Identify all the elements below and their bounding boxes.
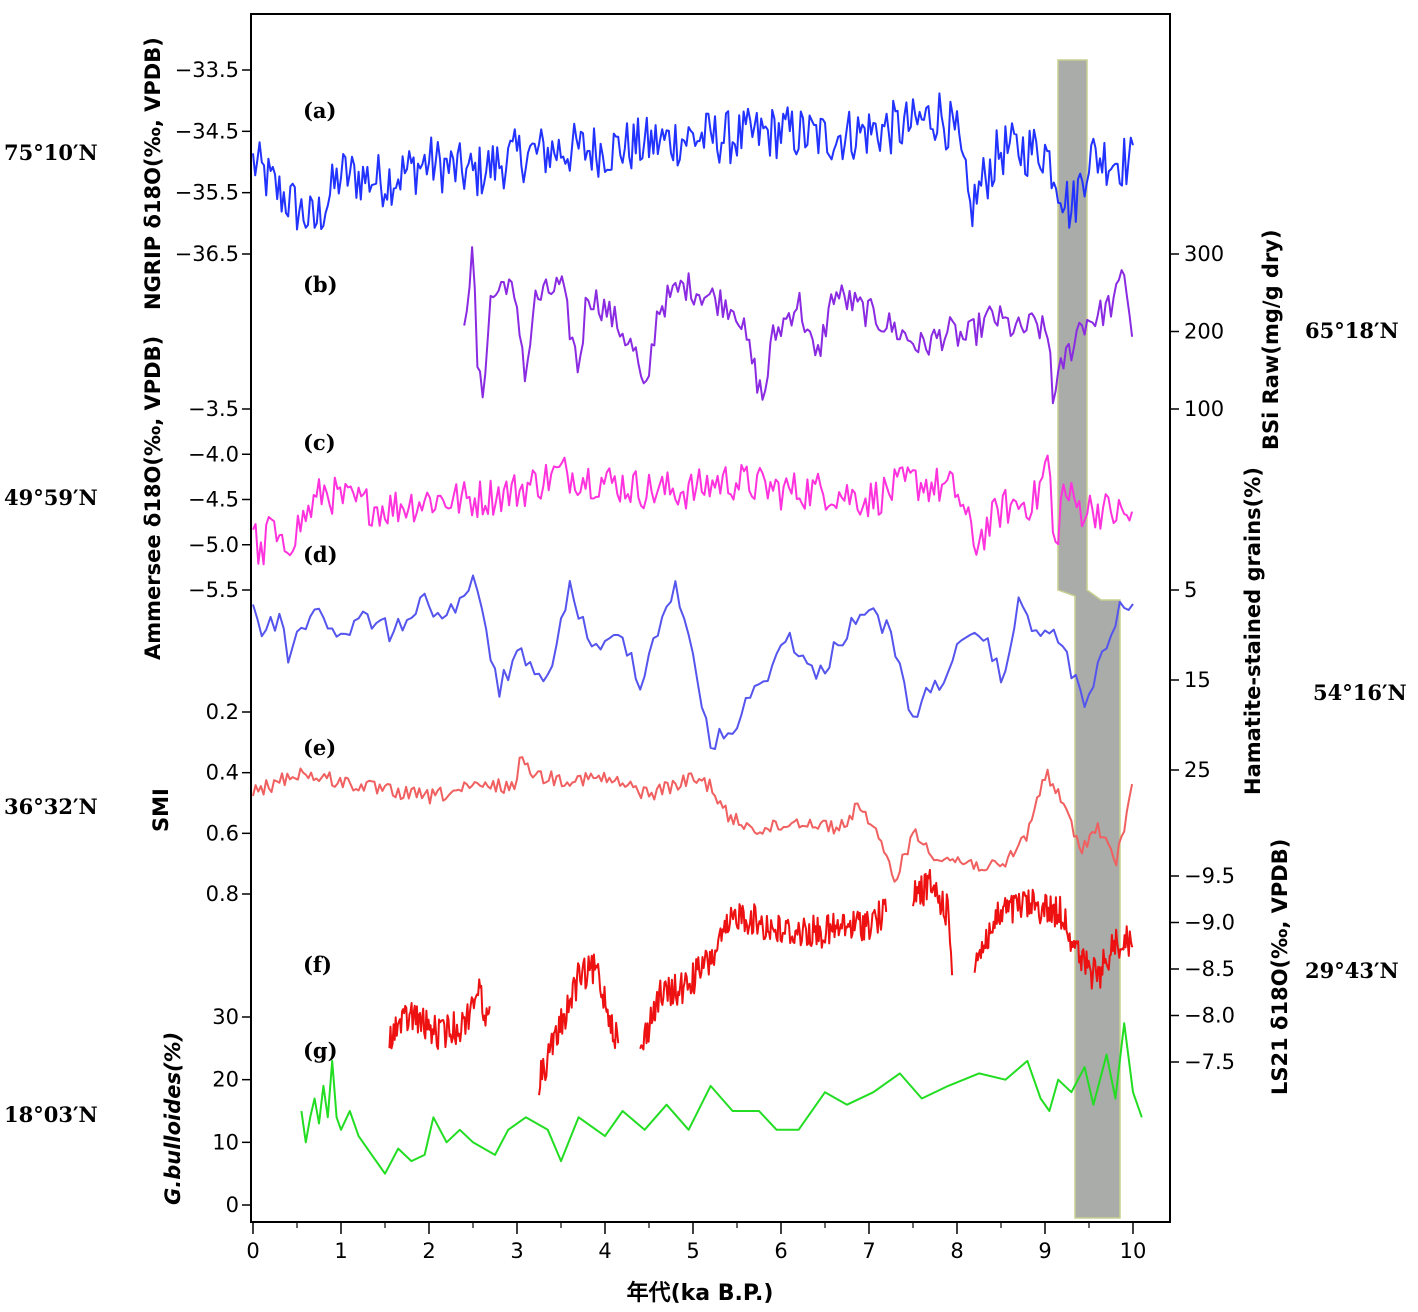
x-tick-label: 4 [598,1239,611,1263]
latitude-label-e: 36°32′N [4,794,98,819]
panel-letter-d: (d) [303,542,338,567]
x-tick-label: 6 [774,1239,787,1263]
series-a-ytick-label: −33.5 [175,58,239,82]
ylabel-e: SMI [149,788,173,832]
series-a-ytick-label: −34.5 [175,119,239,143]
series-f-segment-1 [388,978,491,1050]
series-d-line [252,574,1134,750]
ylabel-d: Hamatite-stained grains(%) [1241,467,1265,795]
x-tick-label: 7 [862,1239,875,1263]
series-f-segment-4 [912,868,954,976]
series-e-ytick-label: 0.8 [206,882,239,906]
series-c-ytick-label: −5.0 [188,533,239,557]
series-a-ytick-label: −35.5 [175,181,239,205]
series-f-ytick-label: −9.5 [1184,864,1235,888]
ylabel-c: Ammersee δ18O(‰, VPDB) [141,336,165,660]
series-g-ytick-label: 30 [212,1005,239,1029]
series-c-line [252,454,1134,566]
latitude-label-g: 18°03′N [4,1102,98,1127]
series-d-ytick-label: 15 [1184,668,1211,692]
series-g-ytick-label: 0 [226,1193,239,1217]
series-b-ytick-label: 200 [1184,320,1224,344]
x-tick-label: 3 [510,1239,523,1263]
panel-letter-g: (g) [303,1038,338,1063]
x-tick-label: 1 [334,1239,347,1263]
series-c-ytick-label: −4.0 [188,442,239,466]
latitude-label-f: 29°43′N [1305,958,1399,983]
ylabel-f: LS21 δ18O(‰, VPDB) [1268,839,1292,1095]
x-tick-label: 9 [1038,1239,1051,1263]
series-f-ytick-label: −7.5 [1184,1050,1235,1074]
series-e-ytick-label: 0.6 [206,821,239,845]
x-tick-label: 10 [1120,1239,1147,1263]
series-f-segment-5 [973,888,1134,990]
ylabel-b: BSi Raw(mg/g dry) [1259,229,1283,450]
x-tick-label: 2 [422,1239,435,1263]
series-e-line [252,756,1134,883]
x-tick-label: 0 [246,1239,259,1263]
series-d-ytick-label: 25 [1184,758,1211,782]
latitude-label-d: 54°16′N [1313,680,1407,705]
panel-letter-e: (e) [303,735,336,760]
latitude-label-a: 75°10′N [4,140,98,165]
series-c-ytick-label: −3.5 [188,397,239,421]
panel-letter-c: (c) [303,430,336,455]
latitude-label-b: 65°18′N [1305,318,1399,343]
series-c-ytick-label: −4.5 [188,488,239,512]
plot-frame [250,13,1171,1223]
x-axis-title: 年代(ka B.P.) [627,1280,774,1306]
series-g-line [300,1022,1143,1175]
panel-letter-a: (a) [303,98,336,123]
ylabel-a: NGRIP δ18O(‰, VPDB) [141,37,165,310]
series-e-ytick-label: 0.4 [206,761,239,785]
series-a-ytick-label: −36.5 [175,242,239,266]
series-b-ytick-label: 100 [1184,397,1224,421]
series-f-segment-2 [538,953,620,1096]
series-c-ytick-label: −5.5 [188,578,239,602]
x-tick-label: 5 [686,1239,699,1263]
series-g-ytick-label: 20 [212,1068,239,1092]
series-b-line [463,246,1134,405]
x-tick-label: 8 [950,1239,963,1263]
series-a-line [252,92,1134,231]
series-e-ytick-label: 0.2 [206,700,239,724]
series-f-ytick-label: −9.0 [1184,911,1235,935]
series-g-ytick-label: 10 [212,1130,239,1154]
series-b-ytick-label: 300 [1184,242,1224,266]
series-f-ytick-label: −8.0 [1184,1004,1235,1028]
series-d-ytick-label: 5 [1184,578,1197,602]
panel-letter-b: (b) [303,272,338,297]
series-f-segment-3 [639,898,888,1051]
ylabel-g: G.bulloides(%) [161,1032,185,1205]
latitude-label-c: 49°59′N [4,485,98,510]
series-f-ytick-label: −8.5 [1184,957,1235,981]
panel-letter-f: (f) [303,952,332,977]
